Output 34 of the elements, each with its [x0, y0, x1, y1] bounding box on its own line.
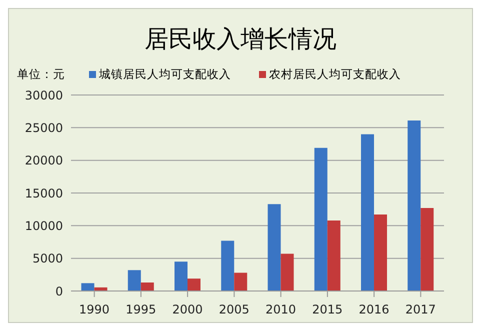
bar — [174, 262, 188, 291]
x-tick-label: 2016 — [358, 302, 390, 317]
x-tick-label: 2015 — [312, 302, 343, 317]
bar — [128, 270, 141, 291]
y-tick-label: 0 — [55, 284, 63, 298]
y-tick-label: 10000 — [24, 218, 63, 233]
bar — [81, 283, 94, 291]
y-tick-label: 30000 — [24, 88, 63, 102]
chart-title: 居民收入增长情况 — [144, 24, 338, 55]
bar — [327, 220, 340, 291]
y-tick-label: 15000 — [24, 186, 63, 200]
legend-label: 农村居民人均可支配收入 — [268, 66, 401, 82]
x-tick-label: 2017 — [405, 302, 436, 317]
x-tick-label: 2005 — [218, 302, 250, 317]
y-tick-label: 20000 — [24, 154, 63, 168]
x-tick-label: 1995 — [126, 302, 156, 317]
bar — [420, 208, 434, 291]
x-tick-label: 1990 — [79, 302, 110, 317]
bar — [234, 272, 248, 291]
bar — [408, 120, 421, 291]
text: 单位：元 — [17, 66, 65, 82]
bar — [221, 240, 234, 291]
bar — [361, 134, 374, 291]
bar — [188, 278, 201, 291]
bar — [280, 254, 294, 291]
legend-label: 城镇居民人均可支配收入 — [98, 66, 231, 82]
y-tick-label: 25000 — [24, 120, 63, 135]
bar — [314, 148, 328, 291]
bar — [140, 282, 154, 291]
x-tick-label: 2000 — [172, 302, 203, 317]
bar — [374, 214, 388, 291]
y-tick-label: 5000 — [32, 252, 63, 266]
x-tick-label: 2010 — [266, 302, 296, 317]
bar — [268, 204, 281, 291]
